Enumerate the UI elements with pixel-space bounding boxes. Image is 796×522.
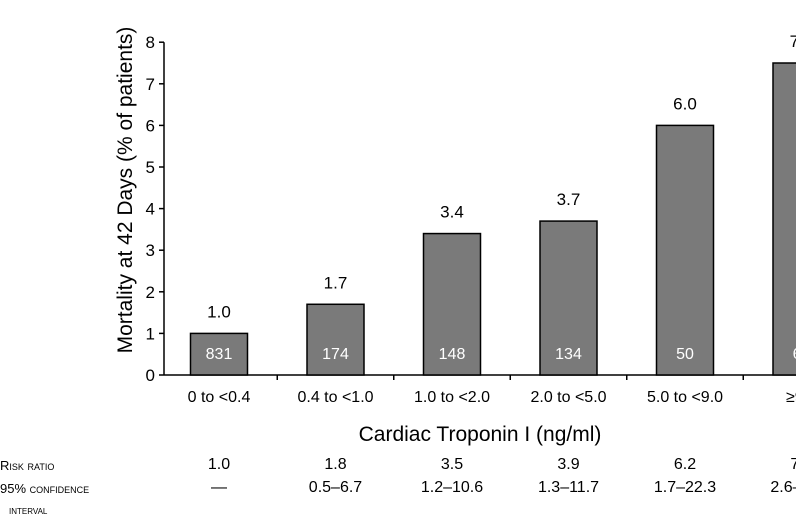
ci-value: — (211, 479, 227, 496)
y-tick-label: 5 (146, 158, 155, 177)
y-tick-label: 1 (146, 324, 155, 343)
bar-count-label: 174 (322, 346, 349, 363)
y-tick-label: 0 (146, 366, 155, 385)
bar (539, 220, 598, 376)
x-tick-label: ≥9.0 (786, 389, 796, 406)
ci-value: 1.2–10.6 (420, 479, 484, 496)
risk-ratio-row-label: Risk ratio (0, 458, 55, 473)
bar (422, 232, 482, 376)
risk-ratio-value: 6.2 (673, 456, 697, 473)
x-tick-label: 2.0 to <5.0 (530, 389, 606, 406)
bar-count-label: 67 (793, 346, 796, 363)
y-tick-label: 3 (146, 241, 155, 260)
y-axis: 0 1 2 3 4 5 6 7 8 (146, 33, 165, 385)
x-tick-label: 0.4 to <1.0 (297, 389, 373, 406)
bar-value-label: 1.0 (207, 302, 231, 321)
bar-value-label: 3.7 (557, 190, 581, 209)
y-tick-label: 2 (146, 283, 155, 302)
risk-ratio-value: 3.5 (440, 456, 464, 473)
ci-value: 1.3–11.7 (537, 479, 600, 496)
ci-value: 2.6–23.0 (770, 479, 796, 496)
bar-value-label: 1.7 (324, 273, 348, 292)
bar-count-label: 134 (555, 346, 582, 363)
risk-ratio-value: 3.9 (557, 456, 580, 473)
y-tick-label: 7 (146, 75, 155, 94)
y-tick-label: 6 (146, 116, 155, 135)
bar-value-label: 3.4 (440, 203, 464, 222)
ci-value: 0.5–6.7 (308, 479, 363, 496)
x-tick-label: 5.0 to <9.0 (647, 389, 723, 406)
bar-count-label: 831 (206, 346, 233, 363)
ci-row-label-line2: interval (9, 503, 48, 517)
risk-ratio-value: 1.8 (324, 456, 347, 473)
x-axis-label: Cardiac Troponin I (ng/ml) (359, 423, 602, 446)
bar (306, 303, 365, 376)
y-tick-label: 4 (146, 200, 155, 219)
bar-count-label: 148 (439, 346, 466, 363)
x-axis: 0 to <0.4 0.4 to <1.0 1.0 to <2.0 2.0 to <5… (164, 374, 796, 406)
x-tick-label: 0 to <0.4 (188, 389, 251, 406)
bars: 1.0 831 1.7 174 3.4 148 3.7 134 6.0 50 7.5 67 (189, 32, 796, 376)
x-tick-label: 1.0 to <2.0 (414, 389, 490, 406)
y-tick-label: 8 (146, 33, 155, 52)
bar-value-label: 7.5 (790, 32, 796, 51)
risk-ratio-value: 1.0 (207, 456, 231, 473)
ci-row-label: 95% confidence (0, 481, 90, 496)
bar (189, 332, 249, 376)
bar (655, 124, 715, 376)
y-axis-label: Mortality at 42 Days (% of patients) (114, 27, 137, 354)
bar-value-label: 6.0 (673, 94, 697, 113)
ci-value: 1.7–22.3 (653, 479, 717, 496)
bar-count-label: 50 (676, 346, 694, 363)
bar (772, 62, 796, 376)
risk-ratio-value: 7.8 (790, 456, 796, 473)
